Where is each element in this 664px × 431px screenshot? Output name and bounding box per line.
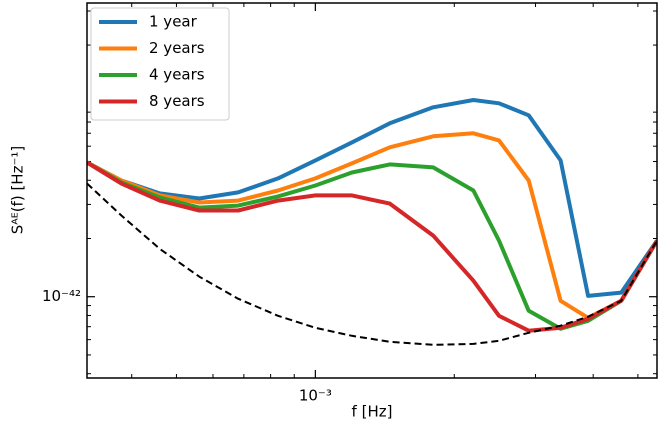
x-tick-label: 10⁻³ [299,387,332,405]
series-line [87,160,657,331]
legend-label: 8 years [149,92,205,110]
legend-label: 1 year [149,13,198,31]
y-axis-label: Sᴬᴱ(f) [Hz⁻¹] [9,146,27,235]
y-tick-label: 10⁻⁴² [42,287,81,305]
plot-area [87,98,657,346]
legend-box [90,7,230,121]
x-axis-label: f [Hz] [352,403,393,421]
plot-frame [86,2,658,379]
legend-label: 4 years [149,66,205,84]
series-line [87,98,657,298]
legend-label: 2 years [149,39,205,57]
series-line [87,131,657,320]
series-line [87,160,657,333]
reference-line [87,182,657,346]
